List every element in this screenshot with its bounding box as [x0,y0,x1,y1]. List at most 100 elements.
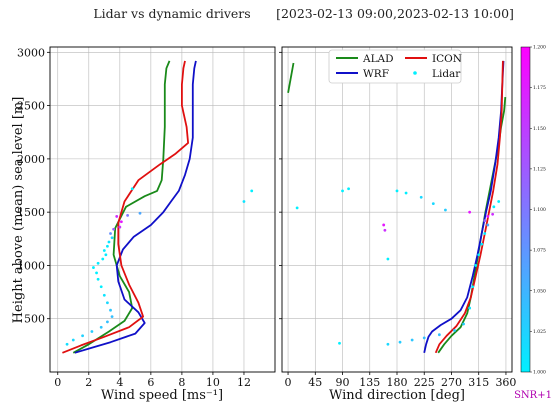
x-tick-label: 360 [495,376,516,389]
lidar-point [462,322,465,326]
legend-box [328,49,462,84]
colorbar-label: SNR+1 [514,390,552,401]
wind-direction-panel: 0 45 90 135 180 225 270 315 360 [279,46,516,389]
series-line-alad [437,97,507,354]
lidar-point [96,277,100,281]
x-tick-label: 12 [237,376,251,389]
lidar-point [497,200,501,203]
lidar-point [474,264,478,267]
y-tick-label: 2000 [17,153,45,166]
y-tick-label: 2500 [17,100,45,113]
y-tick-label: 500 [24,313,45,326]
lidar-point [65,342,69,346]
wind-speed-grid [50,47,275,372]
lidar-point [107,240,111,244]
x-tick-label: 0 [54,376,61,389]
lidar-point [404,191,408,195]
lidar-point [242,200,246,203]
lidar-point [468,210,472,214]
lidar-point [90,330,94,333]
colorbar-tick-label: 1.175 [533,85,546,91]
wind-speed-series [62,60,254,354]
lidar-point [295,206,299,210]
wind-direction-grid [282,47,512,372]
x-axis-label-speed: Wind speed [ms⁻¹] [101,388,223,403]
lidar-point [106,320,109,324]
series-line-wrf [74,60,197,354]
x-tick-label: 135 [359,376,380,389]
wind-speed-ticks: 0 2 4 6 8 10 12 500 1000 1500 2000 2500 3000 [17,46,251,389]
lidar-point [250,189,254,193]
lidar-point [492,205,496,209]
lidar-point [119,220,123,224]
lidar-point [382,223,386,227]
lidar-point [104,253,108,257]
lidar-point [410,338,414,342]
lidar-point [106,244,109,248]
lidar-point [347,187,350,191]
lidar-point [486,223,490,227]
lidar-point [468,306,472,310]
x-tick-label: 0 [285,376,292,389]
lidar-point [81,334,84,338]
colorbar-tick-label: 1.125 [533,166,546,172]
lidar-point [92,266,95,269]
series-line-alad-upper [287,62,295,93]
wind-direction-series [287,60,507,354]
colorbar: 1.000 1.025 1.050 1.075 1.100 1.125 1.150 1.175… [514,45,552,401]
lidar-point [398,340,402,344]
lidar-point [118,225,122,229]
wind-speed-frame [49,46,276,373]
left-panel-title: Lidar vs dynamic drivers [93,6,250,21]
right-panel-title: [2023-02-13 09:00,2023-02-13 10:00] [276,6,514,21]
x-tick-label: 180 [387,376,408,389]
lidar-point [106,301,109,305]
lidar-point [395,189,399,193]
x-tick-label: 6 [147,376,154,389]
lidar-point [109,232,112,235]
colorbar-tick-label: 1.075 [533,248,546,254]
wind-speed-panel: 0 2 4 6 8 10 12 500 1000 1500 2000 2500 3000 [17,46,276,389]
y-tick-label: 1500 [17,206,45,219]
colorbar-gradient [520,46,531,373]
y-axis-label: Height above (mean) sea level [m] [11,97,26,324]
lidar-point [130,187,134,191]
lidar-point [110,236,114,240]
lidar-point [102,249,106,252]
colorbar-tick-label: 1.150 [533,126,546,132]
legend: ALAD ICON WRF Lidar [328,49,462,84]
wind-direction-ticks: 0 45 90 135 180 225 270 315 360 [279,51,516,389]
lidar-point [437,333,441,337]
colorbar-tick-label: 1.200 [533,45,546,51]
x-tick-label: 8 [178,376,185,389]
lidar-point [110,315,114,318]
lidar-point [383,228,387,232]
lidar-point [96,261,100,265]
lidar-point [431,202,435,206]
y-tick-label: 1000 [17,259,45,272]
lidar-point [453,329,456,332]
lidar-point [99,325,103,329]
lidar-point [483,232,487,235]
colorbar-tick-label: 1.050 [533,288,546,294]
lidar-point [419,195,423,199]
lidar-point [71,338,75,342]
x-tick-label: 4 [116,376,123,389]
x-tick-label: 90 [336,376,350,389]
x-tick-label: 270 [441,376,462,389]
legend-marker-lidar [413,71,417,75]
lidar-point [109,308,112,312]
lidar-point [386,257,390,261]
colorbar-tick-label: 1.000 [533,370,546,376]
legend-label-wrf: WRF [363,68,389,80]
series-line-alad [72,60,171,354]
lidar-point [99,285,103,289]
x-tick-label: 2 [85,376,92,389]
lidar-point [112,227,116,231]
series-line-wrf [423,60,505,353]
lidar-point [444,208,447,212]
lidar-point [386,342,390,346]
lidar-point [95,271,98,275]
lidar-point [483,219,487,223]
